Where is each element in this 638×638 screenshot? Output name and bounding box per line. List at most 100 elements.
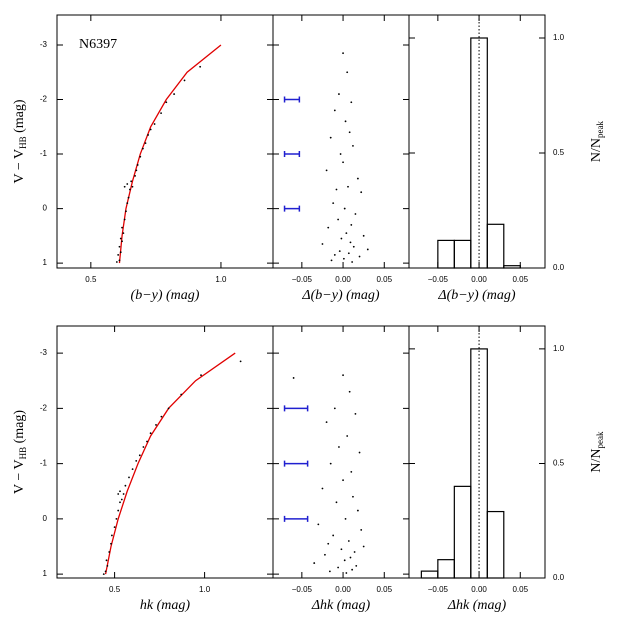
star-point — [149, 432, 152, 435]
star-point — [349, 556, 352, 559]
star-point — [119, 490, 121, 493]
star-point — [105, 559, 108, 562]
x-tick-label: 0.05 — [512, 275, 528, 284]
star-point — [338, 93, 340, 95]
star-point — [104, 570, 107, 573]
star-point — [115, 261, 118, 263]
star-point — [139, 155, 142, 158]
histogram-bar — [486, 223, 505, 269]
star-point — [345, 572, 348, 574]
star-point — [362, 234, 365, 237]
star-point — [352, 245, 355, 248]
star-point — [327, 226, 330, 229]
star-point — [366, 248, 369, 251]
star-point — [130, 180, 133, 183]
star-point — [127, 196, 130, 199]
star-point — [327, 542, 330, 545]
y-tick-label: 1 — [43, 569, 48, 578]
star-point — [330, 259, 333, 262]
star-point — [317, 523, 320, 526]
y-tick-label: 1.0 — [553, 344, 565, 353]
star-point — [120, 498, 123, 501]
star-point — [160, 415, 163, 418]
y-tick-label: -1 — [40, 149, 48, 158]
star-point — [173, 93, 176, 95]
x-axis-label: (b−y) (mag) — [131, 288, 200, 303]
star-point — [360, 191, 363, 194]
star-point — [125, 210, 127, 213]
star-point — [146, 440, 148, 443]
star-point — [122, 232, 125, 235]
star-point — [324, 553, 326, 556]
star-point — [149, 128, 152, 131]
y-tick-label: 0.5 — [553, 459, 565, 468]
error-bar — [283, 515, 309, 522]
star-point — [358, 255, 361, 258]
star-point — [351, 261, 354, 263]
star-point — [333, 407, 336, 410]
star-point — [348, 131, 351, 134]
star-point — [144, 142, 147, 145]
plot-frame — [408, 14, 546, 269]
y-tick-label: 0 — [43, 204, 48, 213]
x-tick-label: 0.5 — [85, 275, 97, 284]
star-point — [348, 390, 351, 393]
star-point — [136, 164, 139, 166]
star-point — [121, 240, 123, 243]
y-tick-label: 0.5 — [553, 148, 565, 157]
y-label-sub: peak — [595, 120, 605, 137]
plot-frame — [272, 325, 410, 579]
star-point — [131, 468, 134, 471]
star-point — [108, 551, 111, 553]
star-point — [155, 424, 157, 426]
star-point — [345, 232, 348, 235]
y-label-sub: HB — [18, 447, 28, 460]
star-point — [342, 161, 344, 164]
x-tick-label: 0.00 — [471, 275, 487, 284]
y-tick-label: -2 — [40, 95, 48, 104]
star-point — [362, 545, 365, 548]
y-label-main: V − V — [12, 459, 27, 494]
y-label-unit: (mag) — [12, 410, 27, 447]
star-point — [346, 71, 349, 74]
star-point — [328, 570, 331, 573]
y-tick-label: 0 — [43, 514, 48, 523]
y-tick-label: 1 — [43, 258, 48, 267]
y-label-sub: peak — [595, 431, 605, 448]
star-point — [239, 360, 242, 363]
histogram-bar — [503, 265, 521, 269]
y-tick-label: -3 — [40, 40, 48, 49]
star-point — [350, 101, 353, 104]
error-bar — [283, 151, 301, 158]
star-point — [110, 542, 112, 545]
star-point — [147, 134, 149, 136]
star-point — [115, 517, 118, 520]
error-bar — [283, 405, 309, 412]
star-point — [126, 202, 129, 205]
star-point — [321, 487, 324, 490]
star-point — [119, 251, 122, 254]
y-label-sub: HB — [18, 136, 28, 149]
y-axis-label: N/Npeak — [589, 120, 605, 162]
error-bar — [283, 460, 309, 467]
star-point — [128, 188, 131, 191]
star-point — [135, 169, 138, 172]
star-point — [358, 451, 361, 454]
star-point — [340, 237, 343, 240]
y-tick-label: -3 — [40, 348, 48, 357]
star-point — [106, 564, 109, 567]
plot-frame — [408, 325, 546, 579]
star-point — [165, 101, 168, 104]
x-tick-label: 0.5 — [109, 585, 121, 594]
star-point — [131, 185, 134, 188]
y-axis-label: V − VHB (mag) — [12, 99, 28, 183]
star-point — [128, 476, 130, 479]
star-point — [350, 470, 353, 473]
x-tick-label: −0.05 — [292, 585, 313, 594]
star-point — [135, 459, 138, 462]
star-point — [119, 237, 122, 240]
star-point — [117, 509, 120, 512]
star-point — [343, 559, 346, 562]
star-point — [313, 562, 316, 564]
star-point — [329, 136, 332, 139]
